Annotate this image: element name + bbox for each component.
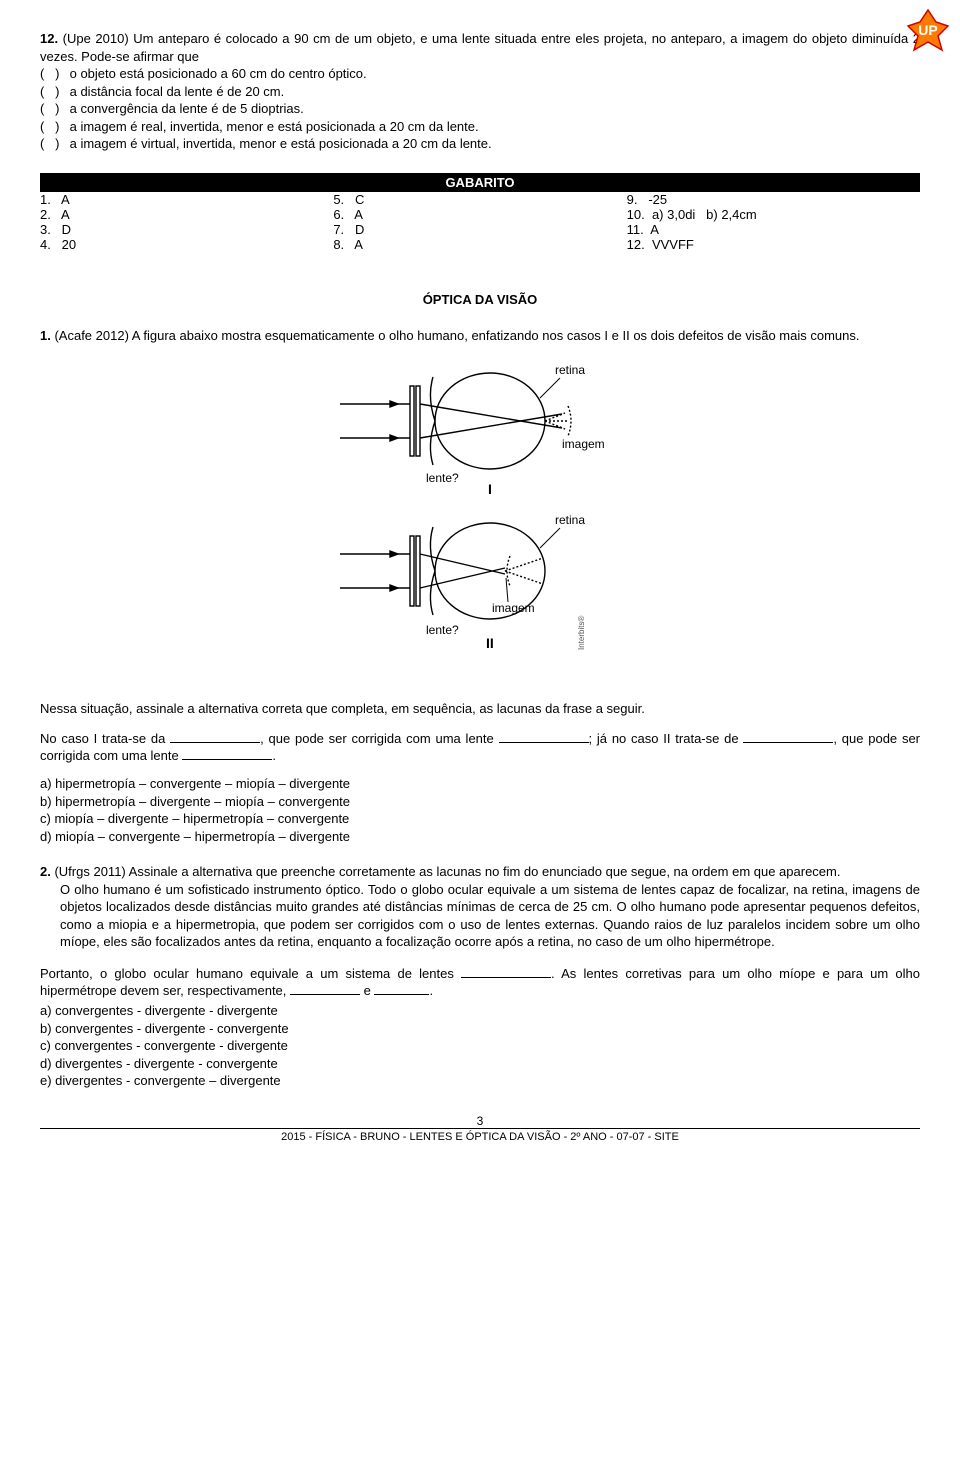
q12-number: 12. <box>40 31 58 46</box>
q1-stem: 1. (Acafe 2012) A figura abaixo mostra e… <box>40 327 920 345</box>
diagram-label-II: II <box>486 635 494 651</box>
gabarito-row: 2. A <box>40 207 333 222</box>
q2-portanto: Portanto, o globo ocular humano equivale… <box>40 965 920 1000</box>
q2-stem-text: (Ufrgs 2011) Assinale a alternativa que … <box>54 864 840 879</box>
gabarito-row: 10. a) 3,0di b) 2,4cm <box>627 207 920 222</box>
gabarito-table: 1. A2. A3. D4. 20 5. C6. A7. D8. A 9. -2… <box>40 192 920 252</box>
question-12: 12. (Upe 2010) Um anteparo é colocado a … <box>40 30 920 153</box>
q1-stem-text: (Acafe 2012) A figura abaixo mostra esqu… <box>54 328 859 343</box>
q1-options: a) hipermetropía – convergente – miopía … <box>40 775 920 845</box>
q2-number: 2. <box>40 864 51 879</box>
page-footer: 3 2015 - FÍSICA - BRUNO - LENTES E ÓPTIC… <box>40 1114 920 1143</box>
gabarito-row: 9. -25 <box>627 192 920 207</box>
q12-choice: ( ) a imagem é virtual, invertida, menor… <box>40 135 920 153</box>
eye-diagram: retina imagem lente? I retina imagem len <box>330 356 630 676</box>
logo-icon: UP <box>906 8 950 52</box>
q1-number: 1. <box>40 328 51 343</box>
question-2: 2. (Ufrgs 2011) Assinale a alternativa q… <box>40 863 920 1090</box>
q12-stem-text: (Upe 2010) Um anteparo é colocado a 90 c… <box>40 31 920 64</box>
question-1: 1. (Acafe 2012) A figura abaixo mostra e… <box>40 327 920 845</box>
q1-option: a) hipermetropía – convergente – miopía … <box>40 775 920 793</box>
q12-stem: 12. (Upe 2010) Um anteparo é colocado a … <box>40 30 920 65</box>
diagram-label-retina-2: retina <box>555 513 585 527</box>
q12-choice: ( ) a distância focal da lente é de 20 c… <box>40 83 920 101</box>
q12-choice: ( ) o objeto está posicionado a 60 cm do… <box>40 65 920 83</box>
diagram-label-lente-2: lente? <box>426 623 459 637</box>
gabarito-row: 11. A <box>627 222 920 237</box>
gabarito-col-2: 5. C6. A7. D8. A <box>333 192 626 252</box>
q2-options: a) convergentes - divergente - divergent… <box>40 1002 920 1090</box>
gabarito-header: GABARITO <box>40 173 920 192</box>
diagram-credit: Interbits® <box>577 616 586 650</box>
section-title-optica: ÓPTICA DA VISÃO <box>40 292 920 307</box>
gabarito-col-3: 9. -2510. a) 3,0di b) 2,4cm11. A12. VVVF… <box>627 192 920 252</box>
diagram-label-lente-1: lente? <box>426 471 459 485</box>
gabarito-row: 4. 20 <box>40 237 333 252</box>
diagram-label-imagem-2: imagem <box>492 601 535 615</box>
q12-choice: ( ) a imagem é real, invertida, menor e … <box>40 118 920 136</box>
q2-option: e) divergentes - convergente – divergent… <box>40 1072 920 1090</box>
q1-fill-sentence: No caso I trata-se da , que pode ser cor… <box>40 730 920 765</box>
gabarito-col-1: 1. A2. A3. D4. 20 <box>40 192 333 252</box>
q2-option: c) convergentes - convergente - divergen… <box>40 1037 920 1055</box>
q1-option: d) miopía – convergente – hipermetropía … <box>40 828 920 846</box>
q1-option: c) miopía – divergente – hipermetropía –… <box>40 810 920 828</box>
footer-text: 2015 - FÍSICA - BRUNO - LENTES E ÓPTICA … <box>40 1131 920 1143</box>
q12-choice: ( ) a convergência da lente é de 5 diopt… <box>40 100 920 118</box>
gabarito-row: 5. C <box>333 192 626 207</box>
gabarito-row: 3. D <box>40 222 333 237</box>
gabarito-row: 8. A <box>333 237 626 252</box>
diagram-label-retina-1: retina <box>555 363 585 377</box>
diagram-label-I: I <box>488 481 492 497</box>
page-number: 3 <box>40 1114 920 1128</box>
gabarito-row: 7. D <box>333 222 626 237</box>
q2-option: d) divergentes - divergente - convergent… <box>40 1055 920 1073</box>
gabarito-row: 6. A <box>333 207 626 222</box>
gabarito-row: 1. A <box>40 192 333 207</box>
svg-text:UP: UP <box>918 22 937 38</box>
q1-option: b) hipermetropía – divergente – miopía –… <box>40 793 920 811</box>
gabarito-row: 12. VVVFF <box>627 237 920 252</box>
q2-stem: 2. (Ufrgs 2011) Assinale a alternativa q… <box>40 863 920 881</box>
diagram-label-imagem-1: imagem <box>562 437 605 451</box>
q2-body: O olho humano é um sofisticado instrumen… <box>60 881 920 951</box>
q1-post-diagram: Nessa situação, assinale a alternativa c… <box>40 700 920 718</box>
q2-option: a) convergentes - divergente - divergent… <box>40 1002 920 1020</box>
q2-option: b) convergentes - divergente - convergen… <box>40 1020 920 1038</box>
